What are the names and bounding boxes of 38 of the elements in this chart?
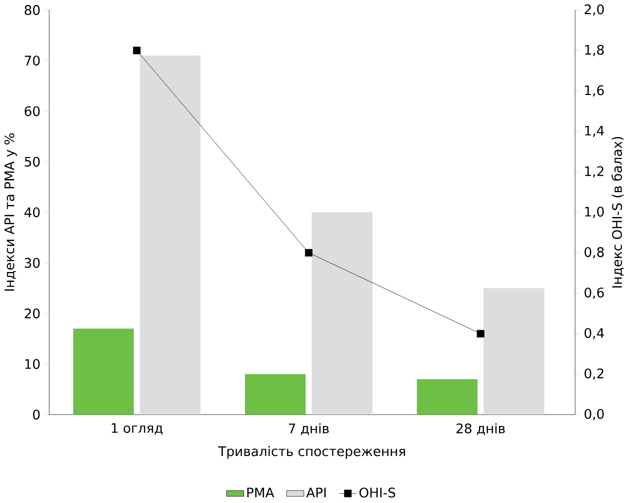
y-tick-label: 10: [25, 358, 40, 369]
y-tick-label: 0: [33, 409, 40, 420]
y-tick-label: 80: [24, 4, 40, 15]
y2-tick-label: 1,0: [585, 206, 604, 218]
bar: [73, 328, 134, 414]
y-tick-label: 30: [24, 258, 40, 268]
bar: [484, 288, 544, 414]
y2-tick-label: 0,6: [584, 287, 604, 299]
bar: [416, 378, 478, 414]
y2-tick-label: 1,8: [585, 44, 604, 56]
y2-tick-label: 1,2: [585, 166, 604, 178]
y2-tick-label: 1,4: [585, 126, 604, 137]
x-tick-label: 28 днів: [456, 423, 505, 435]
bar: [312, 212, 372, 414]
point: [304, 248, 312, 256]
y-tick-label: 50: [24, 156, 40, 167]
y-axis-title: Індекси API та PMA у %: [4, 133, 17, 290]
legend-label: API: [306, 488, 326, 498]
y2-tick-label: 1,6: [585, 85, 604, 96]
point: [133, 46, 141, 54]
point: [476, 330, 484, 338]
y-tick-label: 20: [24, 308, 40, 318]
x-tick-label: 7 днів: [288, 423, 329, 435]
bar: [244, 374, 306, 414]
legend-label: OHI-S: [359, 487, 396, 498]
y-tick-label: 40: [24, 207, 40, 218]
x-tick-label: 1 огляд: [112, 423, 163, 434]
y2-tick-label: 0,0: [584, 408, 604, 420]
x-axis-title: Тривалість спостереження: [218, 446, 405, 459]
bar: [140, 55, 201, 414]
y2-tick-label: 0,2: [584, 368, 604, 380]
y2-tick-label: 0,4: [584, 328, 604, 340]
legend-label: PMA: [247, 488, 274, 498]
y2-tick-label: 0,8: [584, 246, 604, 258]
y2-tick-label: 2,0: [584, 4, 604, 16]
y-tick-label: 60: [24, 106, 40, 116]
y2-axis-title: Індекс OHI-S (в балах): [612, 136, 624, 288]
y-tick-label: 70: [24, 55, 40, 66]
